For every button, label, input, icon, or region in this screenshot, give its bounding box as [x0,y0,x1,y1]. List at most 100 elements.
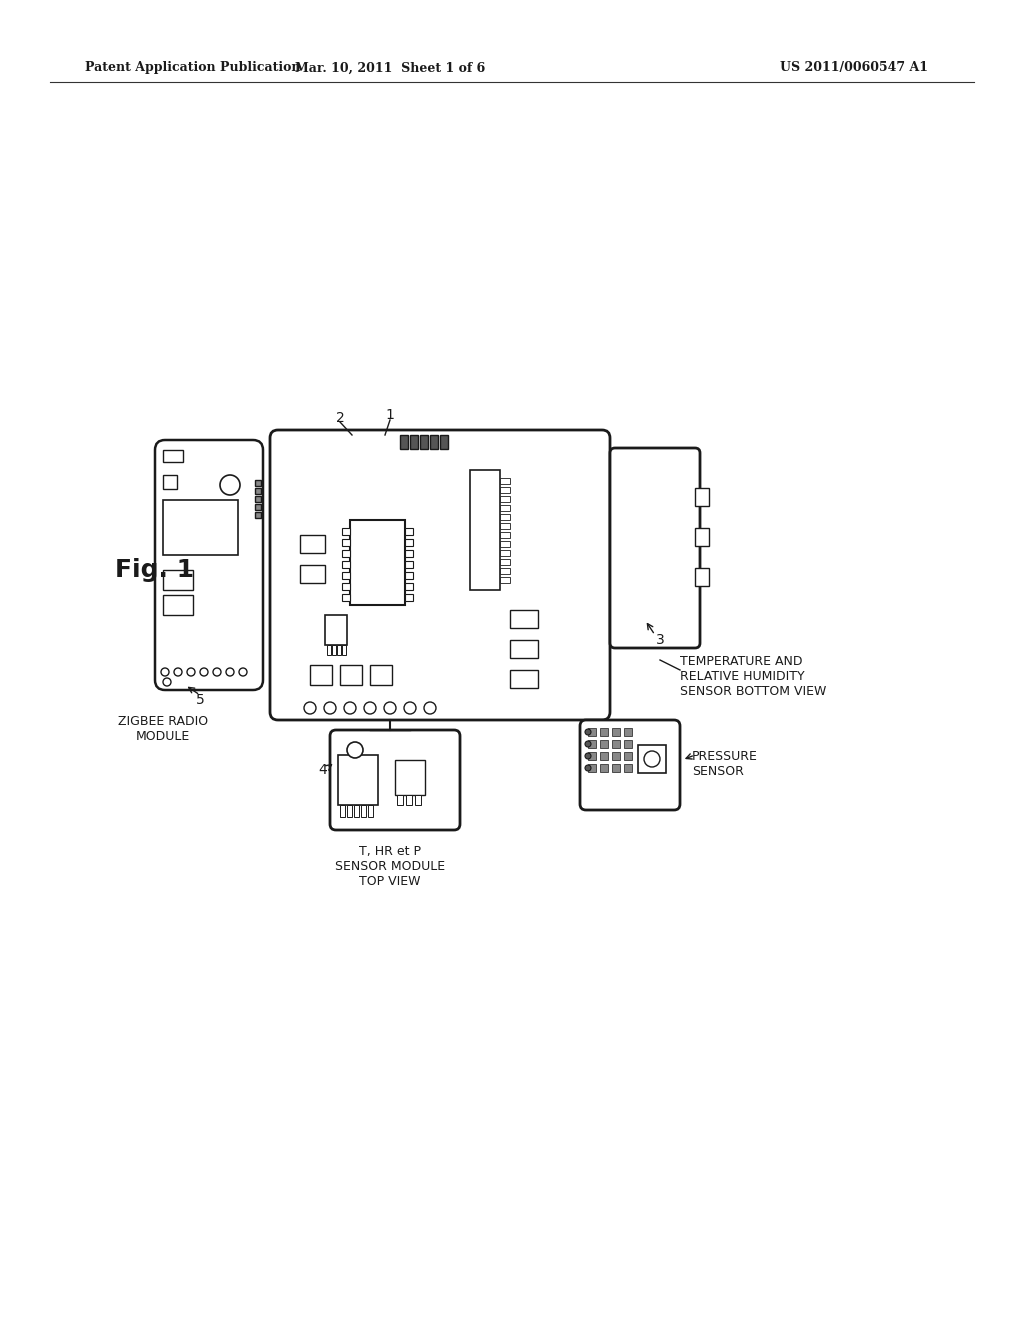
Bar [342,583,350,590]
Bar [342,645,346,655]
Bar [163,475,177,488]
Bar [395,760,425,795]
Bar [400,436,408,449]
Bar [406,583,413,590]
Bar [300,565,325,583]
Circle shape [213,668,221,676]
Bar [500,550,510,556]
Bar [347,805,352,817]
Bar [588,729,596,737]
Bar [510,610,538,628]
Text: Patent Application Publication: Patent Application Publication [85,62,300,74]
FancyBboxPatch shape [155,440,263,690]
Circle shape [163,678,171,686]
Circle shape [404,702,416,714]
Bar [406,550,413,557]
Bar [612,752,620,760]
Bar [624,752,632,760]
Bar [406,594,413,601]
Bar [406,539,413,546]
Bar [163,595,193,615]
Bar [327,645,331,655]
Bar [430,436,438,449]
Bar [406,528,413,535]
Bar [255,512,261,517]
Bar [415,795,421,805]
Bar [612,741,620,748]
Circle shape [347,742,362,758]
Bar [600,752,608,760]
Text: US 2011/0060547 A1: US 2011/0060547 A1 [780,62,928,74]
Bar [600,764,608,772]
FancyBboxPatch shape [610,447,700,648]
Bar [406,795,412,805]
Bar [255,504,261,510]
Bar [624,729,632,737]
Bar [337,645,341,655]
Bar [255,480,261,486]
Bar [500,577,510,583]
Bar [310,665,332,685]
Bar [624,764,632,772]
Bar [500,478,510,484]
Bar [440,436,449,449]
Bar [500,541,510,546]
Bar [342,572,350,579]
Text: Fig. 1: Fig. 1 [115,558,195,582]
Bar [255,488,261,494]
Text: 4: 4 [318,763,328,777]
Bar [342,561,350,568]
Bar [342,594,350,601]
Bar [624,741,632,748]
Bar [397,795,403,805]
Circle shape [304,702,316,714]
Circle shape [585,729,591,735]
Bar [368,805,373,817]
Circle shape [384,702,396,714]
Bar [370,665,392,685]
Text: 1: 1 [386,408,394,422]
Bar [500,487,510,492]
Bar [342,528,350,535]
Bar [361,805,366,817]
Bar [163,570,193,590]
Text: 3: 3 [655,634,665,647]
Bar [342,550,350,557]
Bar [255,496,261,502]
Text: T, HR et P
SENSOR MODULE
TOP VIEW: T, HR et P SENSOR MODULE TOP VIEW [335,845,445,888]
FancyBboxPatch shape [580,719,680,810]
Bar [410,436,418,449]
Text: PRESSURE
SENSOR: PRESSURE SENSOR [692,750,758,777]
Text: 2: 2 [336,411,344,425]
Bar [406,561,413,568]
Text: Mar. 10, 2011  Sheet 1 of 6: Mar. 10, 2011 Sheet 1 of 6 [295,62,485,74]
FancyBboxPatch shape [270,430,610,719]
Bar [342,539,350,546]
Bar [406,572,413,579]
Circle shape [585,741,591,747]
Bar [500,523,510,529]
Circle shape [220,475,240,495]
Bar [470,470,500,590]
Bar [163,500,238,554]
Bar [500,532,510,539]
Bar [500,496,510,502]
Bar [612,729,620,737]
Text: TEMPERATURE AND
RELATIVE HUMIDITY
SENSOR BOTTOM VIEW: TEMPERATURE AND RELATIVE HUMIDITY SENSOR… [680,655,826,698]
Bar [510,640,538,657]
Bar [340,805,345,817]
Text: 5: 5 [196,693,205,708]
Text: ZIGBEE RADIO
MODULE: ZIGBEE RADIO MODULE [118,715,208,743]
Bar [600,741,608,748]
Bar [500,506,510,511]
Circle shape [644,751,660,767]
Circle shape [226,668,234,676]
Bar [588,741,596,748]
Bar [638,744,666,774]
Bar [612,764,620,772]
Circle shape [200,668,208,676]
Bar [354,805,359,817]
Circle shape [585,752,591,759]
Circle shape [585,766,591,771]
Bar [340,665,362,685]
